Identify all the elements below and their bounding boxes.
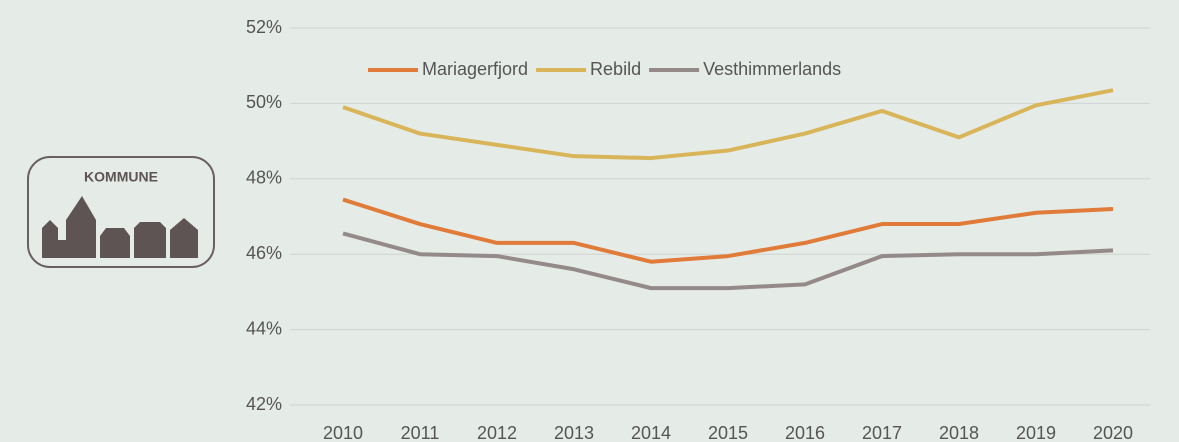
y-tick-label: 52% xyxy=(246,17,282,37)
y-tick-label: 50% xyxy=(246,92,282,112)
y-tick-label: 44% xyxy=(246,318,282,338)
logo-label: KOMMUNE xyxy=(84,169,158,185)
logo-icon xyxy=(42,196,198,258)
x-tick-label: 2010 xyxy=(323,423,363,442)
series-line xyxy=(342,231,1114,291)
series-line xyxy=(342,197,1114,264)
x-tick-label: 2016 xyxy=(785,423,825,442)
legend-label: Rebild xyxy=(590,59,641,79)
x-tick-label: 2011 xyxy=(401,423,440,442)
x-tick-label: 2012 xyxy=(477,423,517,442)
logo: KOMMUNE xyxy=(27,156,215,268)
y-tick-label: 48% xyxy=(246,168,282,188)
series-line xyxy=(342,88,1114,161)
x-tick-label: 2015 xyxy=(708,423,748,442)
legend-label: Mariagerfjord xyxy=(422,59,528,79)
x-tick-label: 2018 xyxy=(939,423,979,442)
y-tick-label: 46% xyxy=(246,243,282,263)
x-tick-label: 2014 xyxy=(631,423,671,442)
legend-label: Vesthimmerlands xyxy=(703,59,841,79)
x-tick-label: 2017 xyxy=(862,423,902,442)
logo-frame xyxy=(27,156,215,268)
x-tick-label: 2020 xyxy=(1093,423,1133,442)
x-tick-label: 2013 xyxy=(554,423,594,442)
y-tick-label: 42% xyxy=(246,394,282,414)
x-tick-label: 2019 xyxy=(1016,423,1056,442)
